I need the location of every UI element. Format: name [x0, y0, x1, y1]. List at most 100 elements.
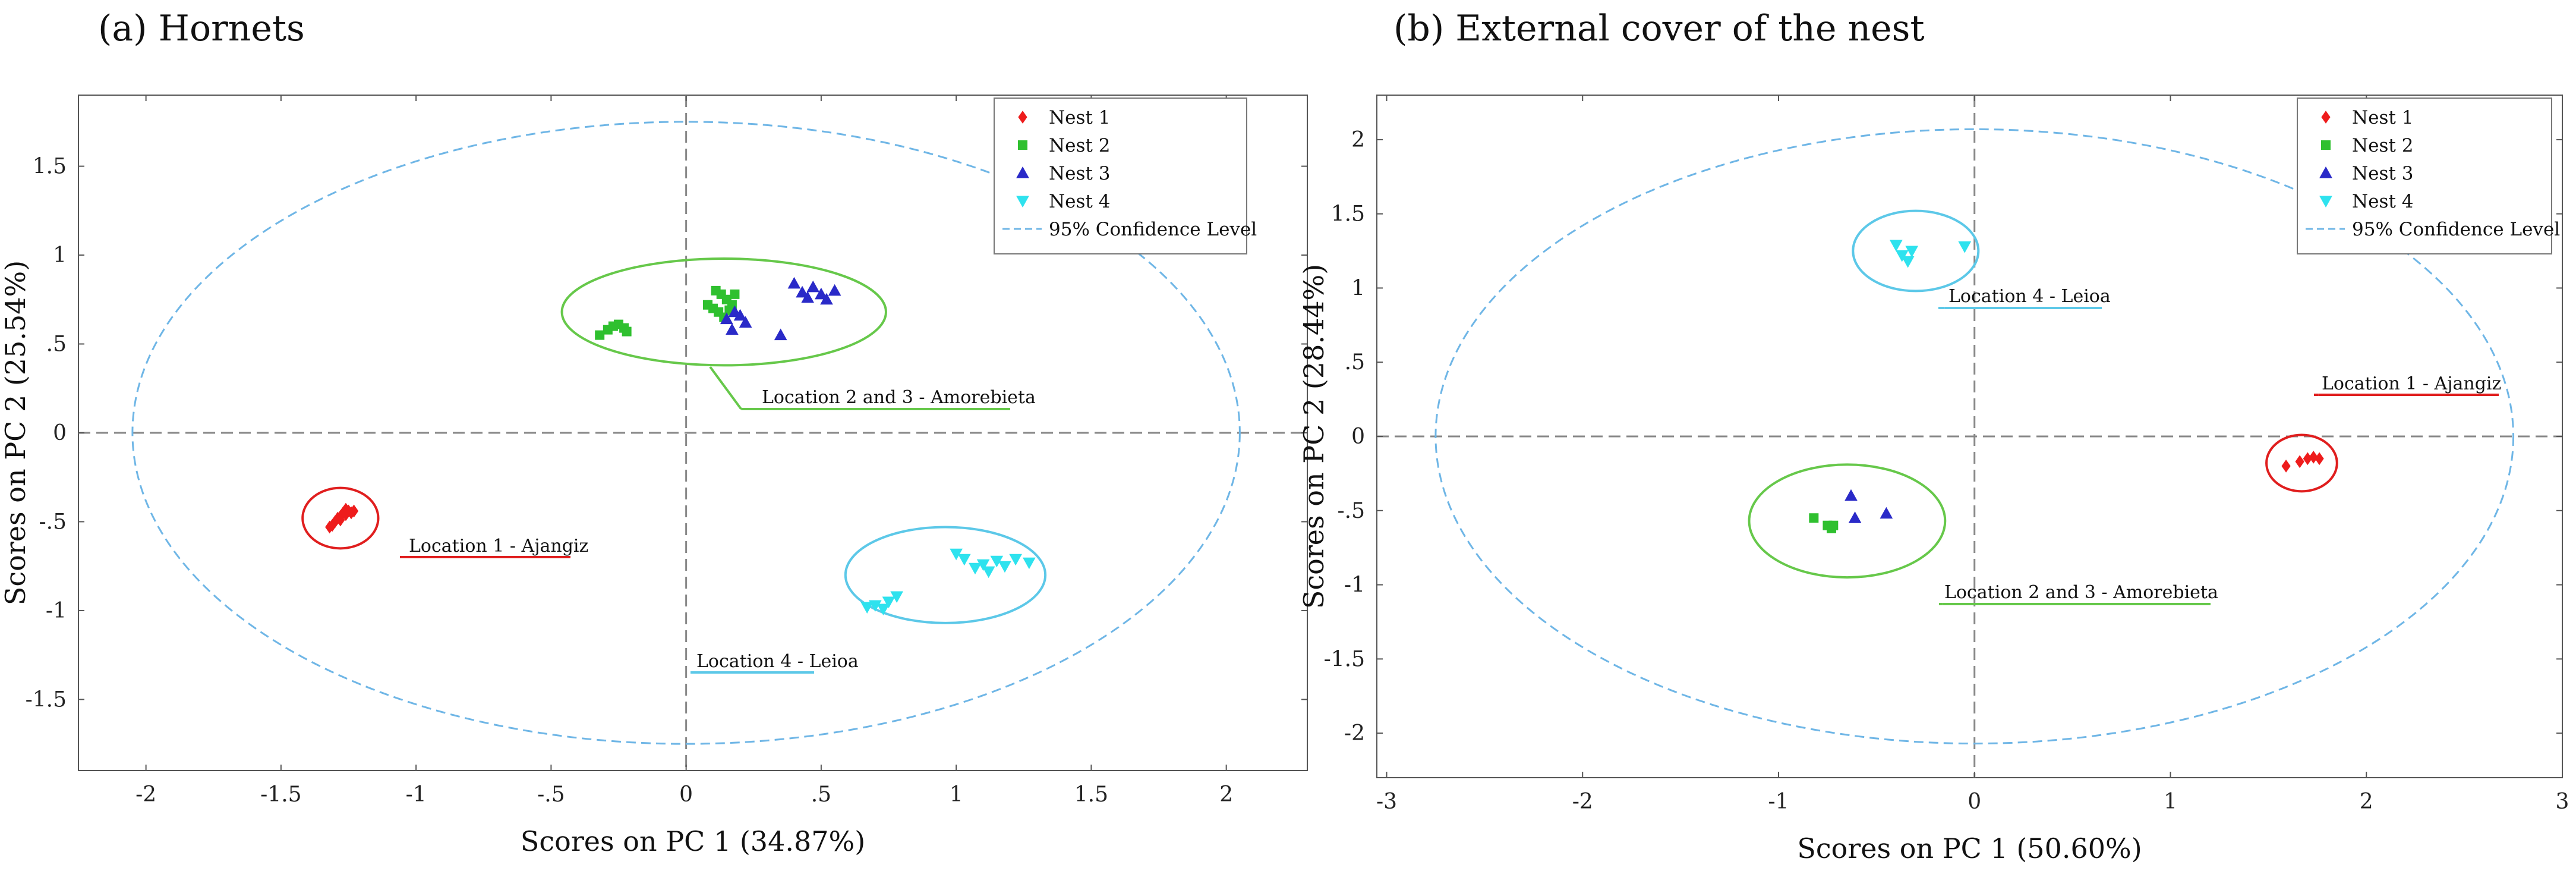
y-tick-label: 1 — [1351, 276, 1365, 300]
legend-box — [994, 98, 1247, 254]
data-point — [806, 280, 820, 293]
group-ellipse — [301, 486, 380, 550]
y-tick-label: -1.5 — [1324, 647, 1365, 671]
legend-label: Nest 1 — [2352, 107, 2413, 128]
data-point — [976, 559, 990, 571]
group-label: Location 2 and 3 - Amorebieta — [1944, 582, 2218, 603]
data-point — [1023, 557, 1036, 570]
x-tick-label: -1.5 — [260, 782, 301, 807]
data-point — [720, 312, 733, 325]
chart-title: (a) Hornets — [98, 8, 305, 49]
data-point — [349, 504, 359, 518]
group-label: Location 4 - Leioa — [1948, 286, 2111, 307]
data-point — [327, 518, 337, 532]
group-ellipse — [560, 257, 887, 367]
data-point — [998, 561, 1011, 573]
legend-marker — [1018, 140, 1027, 150]
legend-marker — [1016, 166, 1029, 178]
data-point — [336, 513, 345, 527]
data-point — [774, 328, 787, 341]
x-tick-label: 1.5 — [1074, 782, 1108, 807]
data-point — [876, 603, 890, 615]
legend-label: 95% Confidence Level — [1049, 219, 1257, 240]
legend-label: Nest 4 — [2352, 191, 2413, 212]
legend-marker — [2319, 196, 2332, 208]
hornets-panel: (a) Hornets-2 -1.5 -1 -.5 0.5 1 1.5 2-1.5-1-.50… — [0, 8, 1308, 857]
x-tick-label: -2 — [135, 782, 156, 807]
x-tick-label: 2 — [2360, 790, 2373, 814]
data-point — [1844, 489, 1858, 501]
y-tick-label: 1 — [53, 243, 67, 268]
x-tick-label: 1 — [2164, 790, 2177, 814]
confidence-ellipse — [131, 121, 1241, 745]
data-point — [711, 285, 721, 295]
data-point — [1828, 520, 1839, 530]
x-tick-label: -2 — [1572, 790, 1593, 814]
nest-cover-panel: (b) External cover of the nest -3 -2 -1 0 1 2 3… — [1298, 8, 2569, 864]
group-label: Location 4 - Leioa — [696, 651, 859, 672]
x-axis-label: Scores on PC 1 (34.87%) — [521, 825, 865, 857]
data-point — [969, 562, 982, 575]
x-tick-label: -1 — [406, 782, 427, 807]
data-point — [1895, 250, 1909, 262]
x-tick-label: -.5 — [537, 782, 565, 807]
y-tick-label: 1.5 — [1331, 202, 1365, 227]
data-point — [815, 287, 828, 300]
y-tick-label: -1.5 — [26, 687, 67, 712]
chart-title: (b) External cover of the nest — [1393, 8, 1925, 49]
leader-line — [709, 366, 742, 410]
y-tick-label: 0 — [1351, 425, 1365, 449]
legend-box — [2297, 98, 2552, 254]
legend-marker — [2321, 111, 2331, 124]
data-point — [622, 326, 632, 337]
x-tick-label: 2 — [1219, 782, 1233, 807]
x-tick-label: -3 — [1376, 790, 1397, 814]
x-axis-label: Scores on PC 1 (50.60%) — [1797, 832, 2142, 864]
data-point — [1848, 511, 1862, 523]
data-point — [1809, 513, 1819, 523]
data-point — [860, 602, 874, 614]
data-point — [1880, 507, 1893, 519]
y-tick-label: -.5 — [39, 510, 67, 534]
group-label: Location 2 and 3 - Amorebieta — [762, 387, 1036, 408]
x-tick-label: -1 — [1768, 790, 1789, 814]
data-point — [2295, 455, 2304, 469]
data-point — [2309, 451, 2318, 464]
data-point — [739, 316, 752, 328]
legend-marker — [1016, 196, 1029, 208]
legend-marker — [2321, 140, 2331, 150]
legend-label: Nest 4 — [1049, 191, 1110, 212]
y-axis-label: Scores on PC 2 (25.54%) — [0, 260, 31, 605]
group-ellipse — [1852, 209, 1980, 293]
x-tick-label: 1 — [950, 782, 963, 807]
data-point — [2315, 452, 2324, 466]
y-tick-label: 2 — [1351, 128, 1365, 152]
data-point — [341, 502, 351, 516]
confidence-ellipse — [1434, 128, 2515, 745]
data-point — [730, 289, 740, 299]
data-point — [796, 285, 809, 298]
x-tick-label: 3 — [2556, 790, 2569, 814]
y-tick-label: -1 — [46, 599, 67, 623]
data-point — [1889, 240, 1903, 252]
data-point — [1958, 241, 1972, 253]
data-point — [890, 591, 903, 603]
y-tick-label: -1 — [1344, 573, 1365, 598]
group-label: Location 1 - Ajangiz — [2322, 373, 2501, 394]
y-tick-label: 1.5 — [33, 155, 67, 179]
legend-label: Nest 1 — [1049, 107, 1110, 128]
data-point — [801, 291, 815, 303]
data-point — [1905, 246, 1919, 258]
x-tick-label: .5 — [811, 782, 831, 807]
data-point — [882, 596, 896, 609]
legend-label: Nest 3 — [1049, 163, 1110, 184]
legend-label: Nest 2 — [1049, 135, 1110, 156]
y-tick-label: .5 — [1345, 350, 1365, 375]
legend-marker — [1018, 111, 1027, 124]
group-ellipse — [2265, 433, 2338, 493]
data-point — [726, 323, 739, 335]
legend-label: 95% Confidence Level — [2352, 219, 2560, 240]
data-point — [1901, 256, 1915, 268]
y-tick-label: -.5 — [1337, 499, 1365, 523]
